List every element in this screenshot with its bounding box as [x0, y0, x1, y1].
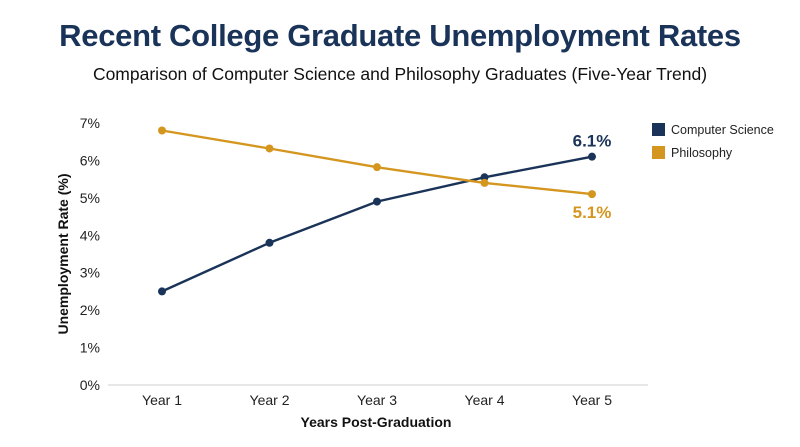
x-tick-label: Year 3	[357, 392, 397, 408]
labels-layer: 6.1% 5.1%	[573, 132, 612, 222]
x-tick-label: Year 4	[465, 392, 505, 408]
x-tick-label: Year 5	[572, 392, 612, 408]
data-point	[265, 144, 274, 153]
legend-label: Philosophy	[671, 146, 733, 160]
end-value-label: 5.1%	[573, 203, 612, 222]
data-point	[588, 152, 596, 161]
legend: Computer Science Philosophy	[652, 123, 774, 160]
y-axis-title: Unemployment Rate (%)	[55, 173, 71, 334]
data-point	[158, 126, 166, 135]
end-value-label: 6.1%	[573, 132, 612, 151]
series-layer	[158, 126, 596, 296]
y-tick-label: 4%	[80, 227, 100, 243]
y-tick-label: 2%	[80, 302, 100, 318]
data-point	[480, 173, 489, 182]
x-tick-label: Year 1	[142, 392, 182, 408]
data-point	[480, 178, 489, 187]
y-tick-label: 1%	[80, 340, 100, 356]
legend-label: Computer Science	[671, 123, 774, 137]
legend-swatch	[652, 123, 665, 136]
y-tick-label: 7%	[80, 115, 100, 131]
series-0	[158, 152, 596, 296]
data-point	[373, 163, 381, 172]
series-line	[160, 129, 594, 196]
x-axis-title: Years Post-Graduation	[301, 414, 452, 430]
data-point	[588, 190, 596, 199]
y-tick-label: 0%	[80, 377, 100, 393]
data-point	[158, 287, 166, 296]
y-tick-label: 5%	[80, 190, 100, 206]
data-point	[265, 238, 274, 247]
y-tick-label: 3%	[80, 265, 100, 281]
legend-swatch	[652, 146, 665, 159]
chart-subtitle: Comparison of Computer Science and Philo…	[92, 64, 708, 84]
data-point	[373, 197, 381, 206]
x-tick-label: Year 2	[250, 392, 290, 408]
y-tick-label: 6%	[80, 152, 100, 168]
axes: 0% 1% 2% 3% 4% 5% 6% 7% Year 1 Year 2 Year 3 Year 4…	[55, 115, 648, 430]
series-1	[158, 126, 596, 199]
chart-title: Recent College Graduate Unemployment Rat…	[59, 18, 741, 53]
series-line	[160, 155, 594, 293]
